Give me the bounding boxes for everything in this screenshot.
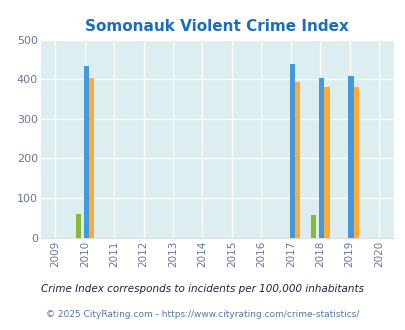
Bar (353, 87, 358, 238)
Bar (318, 78, 324, 238)
Bar (310, 215, 315, 238)
Bar (324, 87, 329, 238)
Bar (89, 78, 94, 238)
Bar (294, 82, 299, 238)
Text: © 2025 CityRating.com - https://www.cityrating.com/crime-statistics/: © 2025 CityRating.com - https://www.city… (46, 310, 359, 319)
Bar (347, 76, 353, 238)
Bar (289, 64, 294, 238)
Text: Crime Index corresponds to incidents per 100,000 inhabitants: Crime Index corresponds to incidents per… (41, 284, 364, 294)
Title: Somonauk Violent Crime Index: Somonauk Violent Crime Index (85, 19, 348, 34)
Bar (83, 66, 89, 238)
Bar (75, 214, 81, 238)
